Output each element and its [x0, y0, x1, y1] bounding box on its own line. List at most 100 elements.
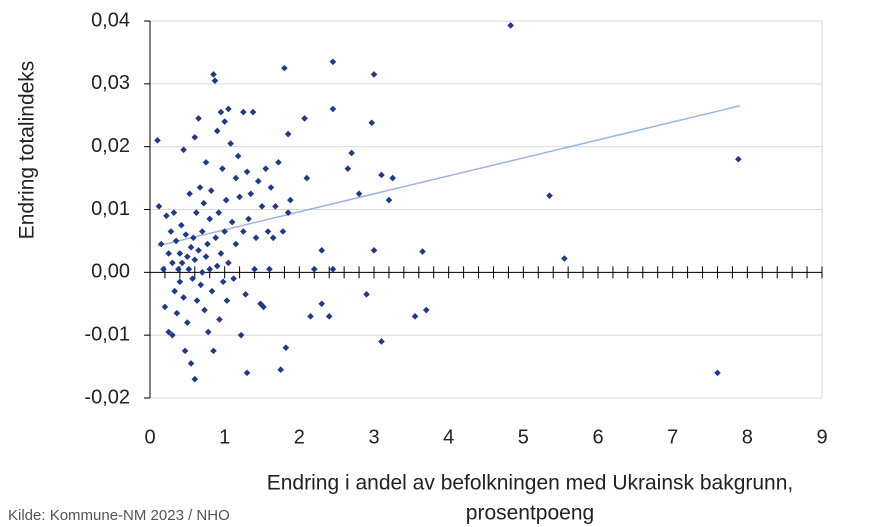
- scatter-point: [161, 303, 169, 311]
- scatter-point: [212, 234, 220, 242]
- scatter-point: [219, 165, 226, 172]
- scatter-point: [236, 193, 243, 201]
- x-tick-label: 2: [294, 426, 305, 448]
- y-axis-label: Endring totalindeks: [16, 61, 39, 240]
- scatter-point: [245, 215, 252, 223]
- scatter-point: [378, 338, 385, 345]
- scatter-point: [210, 347, 217, 355]
- y-tick-label: 0,01: [91, 198, 130, 220]
- scatter-point: [249, 108, 257, 116]
- scatter-point: [184, 253, 191, 260]
- scatter-point: [155, 203, 163, 210]
- scatter-point: [185, 265, 193, 273]
- scatter-point: [221, 228, 228, 235]
- scatter-point: [275, 159, 282, 166]
- scatter-point: [202, 253, 210, 260]
- x-tick-label: 3: [368, 426, 379, 448]
- scatter-point: [225, 259, 232, 267]
- scatter-point: [198, 269, 206, 276]
- scatter-point: [187, 360, 195, 367]
- scatter-point: [561, 255, 568, 262]
- scatter-point: [222, 196, 230, 204]
- scatter-point: [189, 275, 196, 282]
- scatter-point: [735, 155, 742, 163]
- scatter-point: [254, 177, 262, 185]
- scatter-point: [242, 291, 249, 298]
- scatter-point: [368, 119, 376, 127]
- scatter-point: [227, 140, 234, 147]
- scatter-point: [195, 247, 202, 254]
- scatter-point: [213, 127, 221, 135]
- scatter-point: [282, 344, 290, 352]
- scatter-point: [167, 228, 175, 235]
- scatter-point: [318, 300, 326, 308]
- scatter-point: [355, 190, 363, 198]
- scatter-point: [301, 115, 308, 122]
- scatter-point: [232, 240, 240, 248]
- scatter-point: [252, 234, 260, 242]
- scatter-point: [186, 190, 193, 198]
- scatter-point: [178, 259, 186, 267]
- scatter-point: [217, 108, 225, 116]
- scatter-point: [195, 115, 202, 122]
- scatter-point: [197, 281, 205, 289]
- scatter-point: [181, 347, 189, 355]
- scatter-point: [378, 171, 385, 179]
- scatter-point: [284, 130, 292, 138]
- scatter-point: [217, 250, 225, 257]
- scatter-point: [237, 331, 245, 339]
- scatter-point: [230, 275, 237, 282]
- scatter-point: [190, 234, 197, 242]
- scatter-point: [178, 221, 185, 229]
- scatter-point: [411, 313, 419, 320]
- scatter-point: [187, 243, 195, 251]
- scatter-point: [370, 247, 378, 254]
- scatter-point: [180, 146, 187, 154]
- scatter-point: [163, 212, 170, 220]
- scatter-point: [260, 303, 267, 311]
- scatter-point: [277, 366, 284, 374]
- trendline: [157, 105, 741, 247]
- scatter-point: [175, 265, 182, 273]
- scatter-point: [182, 231, 190, 238]
- scatter-point: [251, 265, 258, 273]
- scatter-point: [243, 369, 251, 377]
- scatter-point: [262, 165, 270, 172]
- scatter-point: [171, 287, 178, 295]
- scatter-point: [546, 192, 553, 199]
- scatter-point: [191, 375, 199, 383]
- scatter-point: [714, 369, 721, 377]
- scatter-point: [318, 247, 326, 254]
- x-tick-label: 4: [443, 426, 454, 448]
- scatter-point: [284, 209, 292, 216]
- scatter-point: [173, 309, 181, 317]
- scatter-point: [228, 218, 236, 226]
- scatter-point: [422, 306, 430, 314]
- y-tick-label: -0,02: [84, 386, 130, 408]
- x-tick-label: 8: [742, 426, 753, 448]
- scatter-point: [208, 287, 216, 295]
- scatter-point: [287, 196, 294, 204]
- scatter-point: [240, 228, 247, 235]
- scatter-point: [176, 250, 184, 257]
- y-tick-label: 0,00: [91, 261, 130, 283]
- scatter-point: [329, 265, 337, 273]
- scatter-point: [191, 256, 199, 264]
- scatter-point: [267, 184, 275, 191]
- scatter-point: [281, 64, 288, 72]
- y-tick-label: 0,02: [91, 135, 130, 157]
- scatter-point: [269, 234, 277, 242]
- scatter-point: [264, 228, 272, 235]
- scatter-point: [210, 71, 217, 78]
- scatter-point: [257, 300, 264, 308]
- scatter-point: [219, 278, 227, 286]
- scatter-point: [154, 137, 161, 144]
- scatter-point: [344, 165, 352, 172]
- scatter-point: [221, 118, 228, 125]
- scatter-point: [363, 291, 370, 298]
- scatter-point: [202, 159, 210, 166]
- scatter-point: [266, 265, 273, 273]
- x-tick-label: 6: [592, 426, 603, 448]
- scatter-point: [157, 240, 165, 248]
- scatter-point: [232, 174, 240, 182]
